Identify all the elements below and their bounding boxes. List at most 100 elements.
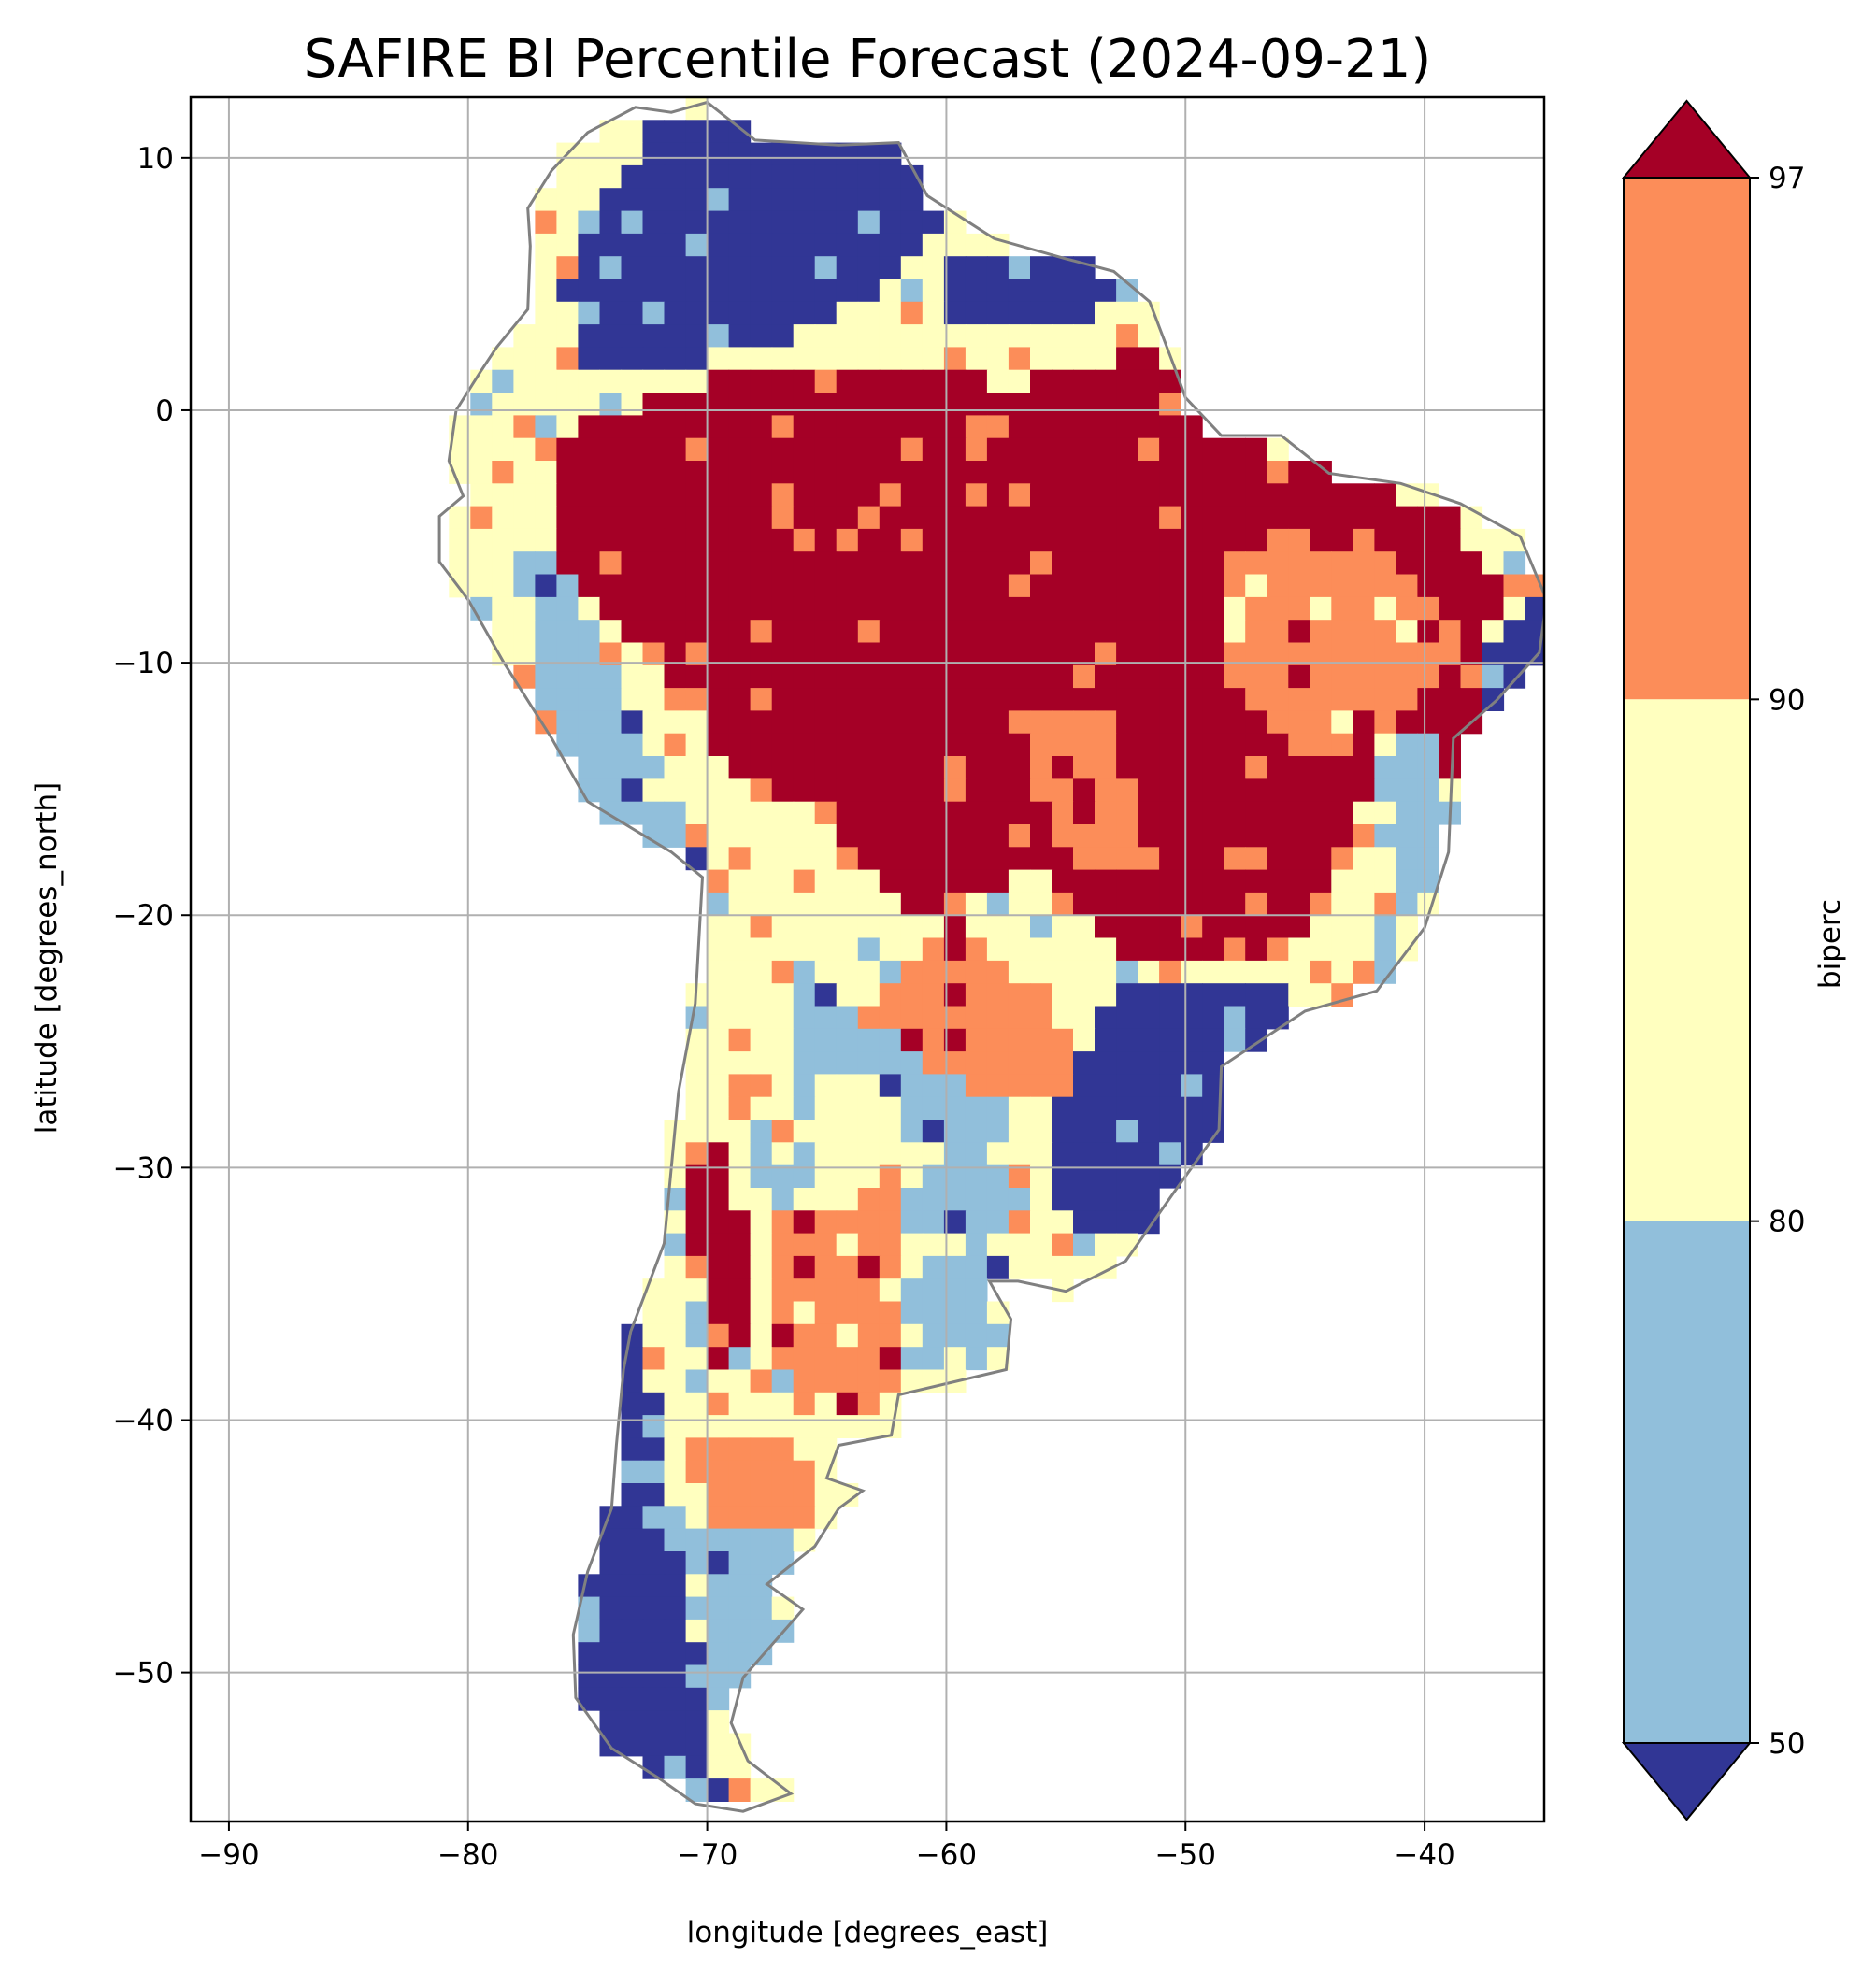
map-cell bbox=[857, 1369, 881, 1393]
map-cell bbox=[1073, 710, 1096, 735]
map-cell bbox=[578, 688, 600, 711]
map-cell bbox=[965, 528, 988, 552]
map-cell bbox=[1159, 1028, 1181, 1052]
map-cell bbox=[1008, 347, 1031, 371]
map-cell bbox=[664, 528, 687, 552]
map-cell bbox=[750, 847, 773, 871]
map-cell bbox=[900, 664, 924, 689]
map-cell bbox=[771, 574, 795, 598]
map-cell bbox=[857, 574, 881, 598]
map-cell bbox=[1052, 915, 1074, 939]
map-cell bbox=[556, 324, 579, 348]
map-cell bbox=[642, 1301, 666, 1325]
map-cell bbox=[879, 1210, 902, 1235]
map-cell bbox=[1374, 506, 1396, 530]
map-cell bbox=[879, 347, 902, 371]
map-cell bbox=[578, 164, 600, 189]
map-cell bbox=[986, 847, 1010, 871]
map-cell bbox=[1052, 664, 1074, 689]
map-cell bbox=[922, 869, 945, 893]
map-cell bbox=[1116, 915, 1138, 939]
map-cell bbox=[1052, 983, 1074, 1007]
map-cell bbox=[986, 710, 1010, 735]
map-cell bbox=[685, 1301, 709, 1325]
map-cell bbox=[707, 1369, 730, 1393]
map-cell bbox=[556, 483, 579, 507]
map-cell bbox=[814, 461, 838, 484]
map-cell bbox=[879, 461, 902, 484]
map-cell bbox=[857, 1323, 881, 1348]
map-cell bbox=[685, 1233, 709, 1257]
y-tick-label: −50 bbox=[113, 1657, 174, 1691]
map-cell bbox=[900, 415, 924, 439]
map-cell bbox=[1202, 506, 1224, 530]
map-cell bbox=[492, 347, 514, 371]
map-cell bbox=[1288, 506, 1310, 530]
map-cell bbox=[1030, 824, 1053, 848]
map-cell bbox=[814, 778, 838, 803]
map-cell bbox=[793, 415, 816, 439]
map-cell bbox=[771, 1096, 795, 1121]
map-cell bbox=[685, 1347, 709, 1371]
map-cell bbox=[728, 415, 752, 439]
map-cell bbox=[943, 324, 967, 348]
map-cell bbox=[879, 1096, 902, 1121]
map-cell bbox=[1008, 461, 1031, 484]
coastline bbox=[437, 100, 1544, 1813]
map-cell bbox=[986, 960, 1010, 984]
map-cell bbox=[1138, 437, 1160, 462]
map-cell bbox=[1030, 1233, 1053, 1257]
map-cell bbox=[642, 664, 666, 689]
map-cell bbox=[728, 1096, 752, 1121]
map-cell bbox=[814, 1437, 838, 1462]
map-cell bbox=[1095, 1142, 1117, 1166]
map-cell bbox=[943, 1096, 967, 1121]
map-cell bbox=[664, 1233, 687, 1257]
map-cell bbox=[943, 1210, 967, 1235]
map-cell bbox=[599, 164, 623, 189]
map-cell bbox=[965, 1278, 988, 1303]
map-cell bbox=[814, 1142, 838, 1166]
map-cell bbox=[1503, 528, 1526, 552]
map-cell bbox=[1138, 1096, 1160, 1121]
map-cell bbox=[750, 1188, 773, 1211]
map-cell bbox=[728, 369, 752, 393]
map-cell bbox=[836, 1074, 859, 1098]
map-cell bbox=[1310, 778, 1332, 803]
map-cell bbox=[1159, 688, 1181, 711]
map-cell bbox=[900, 710, 924, 735]
map-cell bbox=[793, 1006, 816, 1030]
map-cell bbox=[685, 1210, 709, 1235]
map-cell bbox=[1073, 983, 1096, 1007]
map-cell bbox=[836, 1392, 859, 1416]
map-cell bbox=[728, 733, 752, 757]
map-cell bbox=[1224, 688, 1246, 711]
map-cell bbox=[728, 188, 752, 212]
map-cell bbox=[1331, 937, 1353, 962]
map-cell bbox=[1159, 710, 1181, 735]
map-cell bbox=[1116, 279, 1138, 303]
map-cell bbox=[728, 983, 752, 1007]
map-cell bbox=[513, 596, 536, 621]
map-cell bbox=[1030, 642, 1053, 666]
map-cell bbox=[1138, 915, 1160, 939]
map-cell bbox=[685, 528, 709, 552]
map-cell bbox=[900, 233, 924, 257]
map-cell bbox=[1267, 756, 1289, 779]
map-cell bbox=[599, 1574, 623, 1598]
map-cell bbox=[1288, 710, 1310, 735]
map-cell bbox=[685, 256, 709, 280]
map-cell bbox=[1008, 596, 1031, 621]
map-cell bbox=[1396, 869, 1418, 893]
map-cell bbox=[1460, 664, 1483, 689]
map-cell bbox=[814, 1096, 838, 1121]
map-cell bbox=[814, 620, 838, 644]
map-cell bbox=[728, 960, 752, 984]
map-cell bbox=[1030, 574, 1053, 598]
map-cell bbox=[1030, 393, 1053, 416]
map-cell bbox=[707, 256, 730, 280]
map-cell bbox=[1116, 801, 1138, 825]
map-cell bbox=[900, 574, 924, 598]
map-cell bbox=[664, 483, 687, 507]
